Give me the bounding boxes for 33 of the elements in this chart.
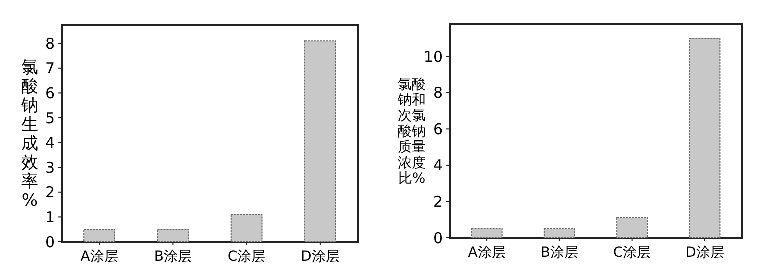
x-tick-label: B涂层 xyxy=(540,245,578,261)
bar xyxy=(689,38,721,238)
y-tick-label: 5 xyxy=(45,109,55,128)
y-tick-label: 0 xyxy=(45,233,55,252)
x-tick-label: A涂层 xyxy=(468,245,506,261)
y-tick-label: 3 xyxy=(45,158,55,177)
y-tick-label: 8 xyxy=(45,34,55,53)
bar xyxy=(616,218,648,238)
x-tick-label: A涂层 xyxy=(80,249,118,265)
bar xyxy=(544,228,576,238)
y-tick-label: 10 xyxy=(424,48,443,66)
bar xyxy=(230,214,263,242)
y-tick-label: 1 xyxy=(45,208,55,226)
bar xyxy=(304,40,336,242)
y-axis-title: 氯酸钠生成效率% xyxy=(20,58,38,212)
y-tick-label: 7 xyxy=(45,60,55,78)
y-tick-label: 6 xyxy=(45,84,55,102)
x-tick-label: B涂层 xyxy=(154,249,192,265)
y-tick-label: 6 xyxy=(433,120,443,138)
x-tick-label: C涂层 xyxy=(613,245,652,261)
x-tick-label: D涂层 xyxy=(686,245,724,261)
y-tick-label: 0 xyxy=(433,229,443,248)
x-tick-label: D涂层 xyxy=(301,249,340,265)
y-tick-label: 8 xyxy=(433,84,443,102)
y-tick-label: 2 xyxy=(45,184,55,202)
bar xyxy=(84,229,116,242)
y-tick-label: 2 xyxy=(433,192,443,211)
y-tick-label: 4 xyxy=(433,156,443,175)
x-tick-label: C涂层 xyxy=(228,249,266,265)
bar xyxy=(471,228,503,238)
bar xyxy=(157,229,190,242)
y-tick-label: 4 xyxy=(45,134,55,152)
y-axis-title: 氯酸钠和次氯酸钠质量浓度比% xyxy=(397,76,426,187)
